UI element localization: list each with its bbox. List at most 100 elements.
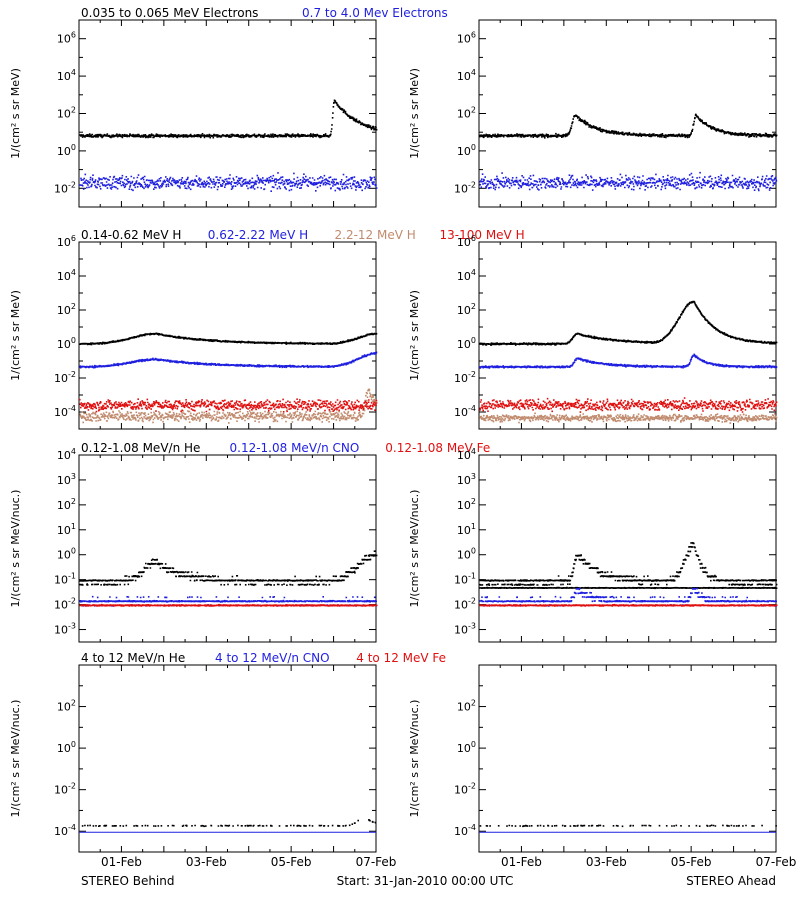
y-axis-label-r2-ahead: 1/(cm² s sr MeV): [408, 290, 421, 381]
y-tick-label-r1-behind: 104: [57, 68, 76, 83]
legend-4-3: 4 to 12 MeV Fe: [356, 651, 446, 665]
y-tick-label-r2-behind: 102: [57, 302, 76, 317]
y-tick-label-r1-ahead: 100: [457, 143, 476, 158]
y-axis-label-r2-behind: 1/(cm² s sr MeV): [9, 290, 22, 381]
legend-4-2: 4 to 12 MeV/n CNO: [215, 651, 330, 665]
y-tick-label-r3-ahead: 103: [457, 472, 476, 487]
y-tick-label-r1-ahead: 106: [457, 31, 476, 46]
x-tick-label-r4-behind: 01-Feb: [101, 855, 142, 869]
y-tick-label-r3-ahead: 100: [457, 547, 476, 562]
y-tick-label-r1-ahead: 10-2: [454, 180, 476, 195]
plot-frame-r2-behind: [78, 241, 377, 430]
data-points-r3-behind-black-0: [79, 550, 378, 586]
y-tick-label-r1-ahead: 104: [457, 68, 476, 83]
y-axis-label-r4-ahead: 1/(cm² s sr MeV/nuc.): [408, 700, 421, 818]
data-points-r3-ahead-red-3: [479, 603, 778, 607]
y-tick-label-r1-behind: 106: [57, 31, 76, 46]
y-tick-label-r4-behind: 102: [57, 699, 76, 714]
y-tick-label-r4-ahead: 10-4: [454, 823, 476, 838]
legend-1-1: 0.035 to 0.065 MeV Electrons: [81, 6, 258, 20]
y-tick-label-r2-behind: 104: [57, 268, 76, 283]
y-tick-label-r2-ahead: 10-4: [454, 404, 476, 419]
legend-3-1: 0.12-1.08 MeV/n He: [81, 441, 200, 455]
legend-2-2: 0.62-2.22 MeV H: [208, 228, 308, 242]
legend-2-4: 13-100 MeV H: [440, 228, 525, 242]
legend-2-3: 2.2-12 MeV H: [335, 228, 416, 242]
y-tick-label-r2-ahead: 102: [457, 302, 476, 317]
y-tick-label-r2-ahead: 10-2: [454, 370, 476, 385]
footer-start-label: Start: 31-Jan-2010 00:00 UTC: [337, 874, 514, 888]
y-tick-label-r3-behind: 102: [57, 497, 76, 512]
data-points-r3-ahead-black-1: [479, 586, 778, 590]
y-tick-label-r1-ahead: 102: [457, 106, 476, 121]
x-tick-label-r4-ahead: 07-Feb: [756, 855, 797, 869]
y-tick-label-r3-ahead: 10-3: [454, 622, 476, 637]
y-tick-label-r3-behind: 104: [57, 447, 76, 462]
x-tick-label-r4-behind: 05-Feb: [271, 855, 312, 869]
y-axis-label-r3-behind: 1/(cm² s sr MeV/nuc.): [9, 490, 22, 608]
legend-1-2: 0.7 to 4.0 Mev Electrons: [302, 6, 448, 20]
y-tick-label-r2-behind: 106: [57, 234, 76, 249]
y-tick-label-r4-ahead: 100: [457, 740, 476, 755]
data-points-r2-behind-tan-2: [79, 388, 378, 424]
data-points-r1-behind-blue-1: [79, 172, 378, 192]
y-tick-label-r4-ahead: 10-2: [454, 782, 476, 797]
y-tick-label-r4-ahead: 102: [457, 699, 476, 714]
y-axis-label-r3-ahead: 1/(cm² s sr MeV/nuc.): [408, 490, 421, 608]
y-tick-label-r2-ahead: 100: [457, 336, 476, 351]
y-tick-label-r2-behind: 10-4: [54, 404, 76, 419]
y-tick-label-r4-behind: 10-4: [54, 823, 76, 838]
data-points-r2-ahead-blue-1: [479, 353, 778, 369]
y-tick-label-r2-ahead: 104: [457, 268, 476, 283]
y-tick-label-r1-behind: 10-2: [54, 180, 76, 195]
data-points-r2-ahead-black-0: [479, 300, 778, 346]
y-tick-label-r3-ahead: 102: [457, 497, 476, 512]
y-tick-label-r3-ahead: 10-1: [454, 572, 476, 587]
data-points-r3-behind-red-2: [79, 603, 378, 607]
y-tick-label-r3-behind: 101: [57, 522, 76, 537]
y-tick-label-r3-behind: 103: [57, 472, 76, 487]
plot-frame-r3-behind: [78, 454, 377, 643]
legend-3-2: 0.12-1.08 MeV/n CNO: [230, 441, 360, 455]
data-points-r2-ahead-tan-2: [479, 412, 778, 424]
y-tick-label-r3-ahead: 101: [457, 522, 476, 537]
x-tick-label-r4-behind: 07-Feb: [356, 855, 397, 869]
plot-frame-r4-ahead: [478, 664, 777, 853]
legend-2-1: 0.14-0.62 MeV H: [81, 228, 181, 242]
data-points-r3-behind-blue-1: [79, 595, 378, 607]
plot-frame-r3-ahead: [478, 454, 777, 643]
plot-frame-r1-behind: [78, 19, 377, 208]
y-tick-label-r3-ahead: 104: [457, 447, 476, 462]
y-tick-label-r3-behind: 10-1: [54, 572, 76, 587]
x-tick-label-r4-ahead: 01-Feb: [501, 855, 542, 869]
data-points-r2-behind-blue-1: [79, 351, 378, 369]
data-points-r1-behind-black-0: [79, 99, 378, 139]
data-points-r2-behind-red-3: [79, 398, 378, 413]
y-tick-label-r3-ahead: 10-2: [454, 597, 476, 612]
footer-right-label: STEREO Ahead: [686, 874, 776, 888]
y-tick-label-r1-behind: 102: [57, 106, 76, 121]
data-points-r2-behind-black-0: [79, 332, 378, 346]
data-points-r3-ahead-blue-2: [479, 587, 778, 607]
y-tick-label-r2-ahead: 106: [457, 234, 476, 249]
data-points-r1-ahead-blue-1: [479, 171, 778, 192]
y-tick-label-r3-behind: 10-3: [54, 622, 76, 637]
y-tick-label-r2-behind: 10-2: [54, 370, 76, 385]
data-points-r4-ahead-black-0: [479, 824, 777, 828]
plot-frame-r1-ahead: [478, 19, 777, 208]
y-axis-label-r1-behind: 1/(cm² s sr MeV): [9, 68, 22, 159]
y-tick-label-r3-behind: 10-2: [54, 597, 76, 612]
data-points-r2-ahead-red-3: [479, 397, 778, 413]
legend-4-1: 4 to 12 MeV/n He: [81, 651, 185, 665]
y-tick-label-r1-behind: 100: [57, 143, 76, 158]
x-tick-label-r4-behind: 03-Feb: [186, 855, 227, 869]
y-tick-label-r3-behind: 100: [57, 547, 76, 562]
x-tick-label-r4-ahead: 03-Feb: [586, 855, 627, 869]
data-points-r3-ahead-black-0: [479, 542, 778, 586]
plot-frame-r4-behind: [78, 664, 377, 853]
footer-left-label: STEREO Behind: [81, 874, 175, 888]
data-points-r4-behind-black-0: [81, 819, 377, 828]
y-axis-label-r4-behind: 1/(cm² s sr MeV/nuc.): [9, 700, 22, 818]
